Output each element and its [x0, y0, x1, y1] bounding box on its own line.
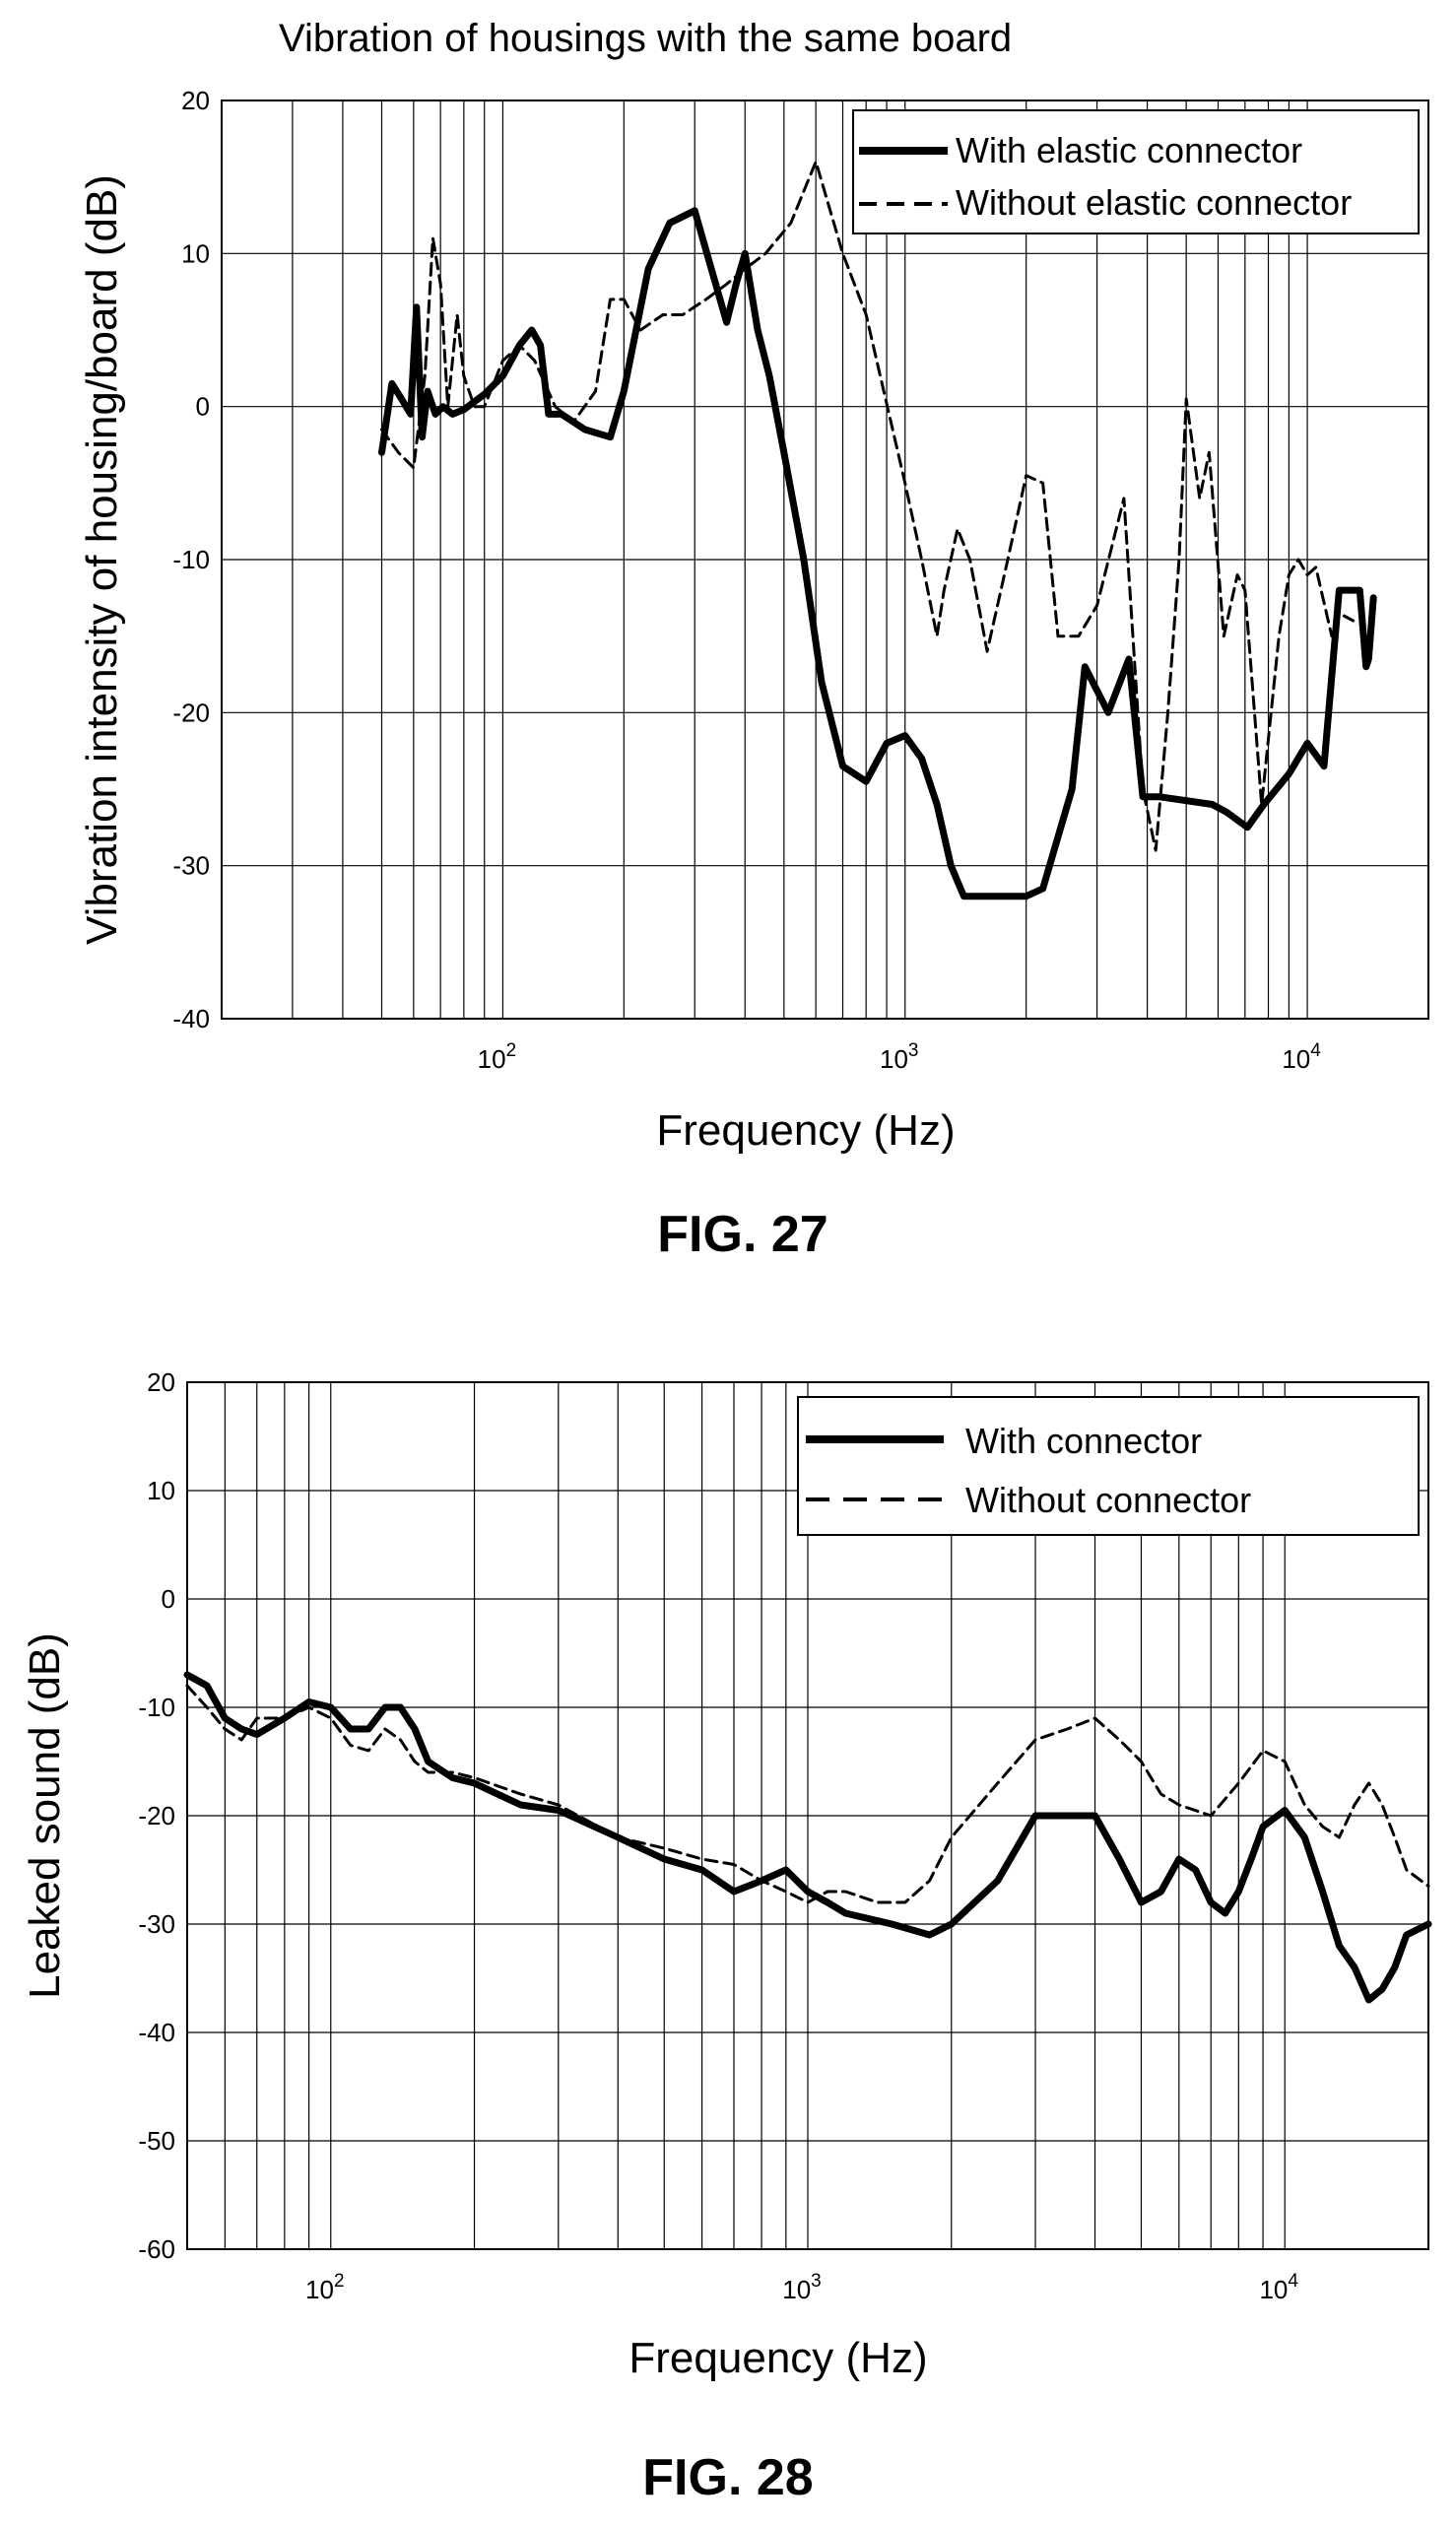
chart-title: Vibration of housings with the same boar…: [279, 17, 1012, 60]
y-axis-label: Leaked sound (dB): [21, 1632, 69, 1999]
x-tick-label: 103: [880, 1040, 919, 1074]
figure-caption: FIG. 27: [657, 1206, 827, 1263]
legend: With connector Without connector: [797, 1396, 1420, 1536]
series-line-dashed: [185, 1684, 1430, 1904]
y-tick-label: 0: [162, 1584, 175, 1614]
y-tick-labels: 20 10 0 -10 -20 -30 -40 -50 -60: [138, 1367, 175, 2264]
y-tick-labels: 20 10 0 -10 -20 -30 -40: [172, 86, 210, 1033]
legend-entry-without-elastic-connector: Without elastic connector: [956, 182, 1352, 223]
series-line-solid: [378, 207, 1377, 900]
y-tick-label: -20: [172, 698, 210, 727]
chart-fig-28: 20 10 0 -10 -20 -30 -40 -50 -60 102 103 104 Leaked…: [21, 1367, 1432, 2506]
x-tick-label: 104: [1259, 2271, 1298, 2304]
y-tick-label: 20: [181, 86, 210, 115]
y-tick-label: -40: [138, 2018, 175, 2047]
figure-caption: FIG. 28: [642, 2449, 813, 2506]
legend-entry-with-elastic-connector: With elastic connector: [956, 130, 1302, 170]
y-tick-label: -10: [138, 1693, 175, 1722]
legend-box: [797, 1396, 1420, 1536]
y-axis-label: Vibration intensity of housing/board (dB…: [78, 174, 126, 945]
series-layer: [378, 160, 1377, 900]
legend: With elastic connector Without elastic c…: [852, 109, 1420, 234]
y-tick-label: -30: [172, 851, 210, 881]
y-tick-label: 10: [147, 1476, 175, 1505]
series-line-solid: [183, 1671, 1432, 2004]
y-tick-label: 20: [147, 1367, 175, 1397]
y-tick-label: -20: [138, 1801, 175, 1830]
y-tick-label: -40: [172, 1004, 210, 1033]
y-tick-label: -50: [138, 2126, 175, 2156]
x-tick-labels: 102 103 104: [305, 2271, 1298, 2304]
y-tick-label: 10: [181, 238, 210, 268]
y-tick-label: -10: [172, 545, 210, 574]
x-axis-label: Frequency (Hz): [629, 2334, 927, 2382]
series-line-dashed: [380, 160, 1356, 852]
x-tick-labels: 102 103 104: [478, 1040, 1322, 1074]
x-axis-label: Frequency (Hz): [656, 1106, 955, 1155]
gridlines: [222, 100, 1428, 1020]
legend-entry-with-connector: With connector: [965, 1421, 1202, 1461]
y-tick-label: -60: [138, 2234, 175, 2264]
y-tick-label: 0: [196, 392, 210, 422]
x-tick-label: 103: [782, 2271, 822, 2304]
plot-frame: [221, 100, 1429, 1020]
y-tick-label: -30: [138, 1909, 175, 1939]
x-tick-label: 104: [1282, 1040, 1321, 1074]
plot-frame: [186, 1381, 1429, 2250]
chart-fig-27: Vibration of housings with the same boar…: [78, 17, 1429, 1263]
x-tick-label: 102: [478, 1040, 516, 1074]
x-tick-label: 102: [305, 2271, 345, 2304]
legend-entry-without-connector: Without connector: [965, 1480, 1251, 1520]
legend-box: [852, 109, 1420, 234]
series-layer: [183, 1671, 1432, 2004]
